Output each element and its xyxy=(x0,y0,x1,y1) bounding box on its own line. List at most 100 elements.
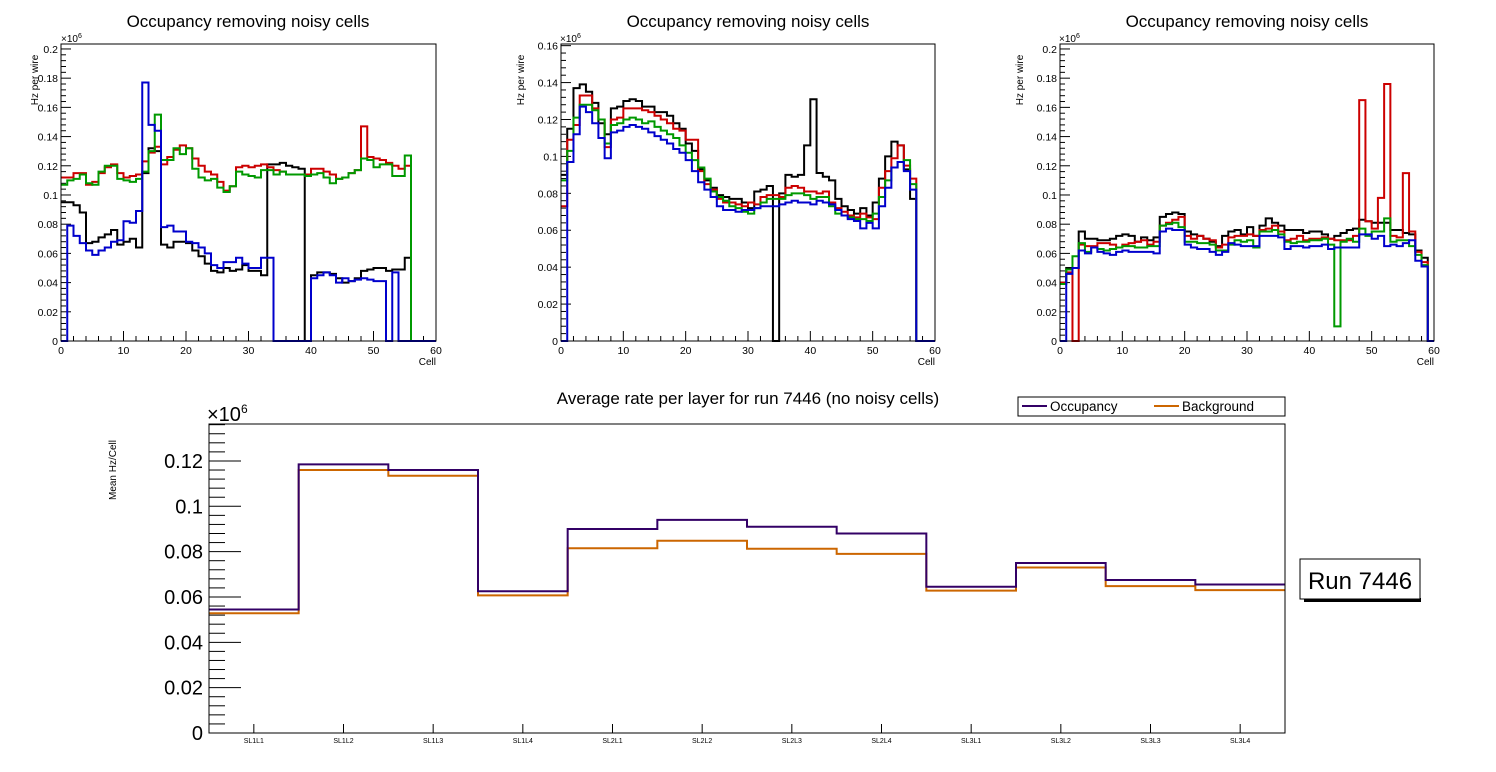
series-occupancy xyxy=(209,463,1285,611)
run-box-shadow-bar xyxy=(1304,598,1421,602)
x-axis-label: Cell xyxy=(1417,357,1434,368)
x-category-label: SL2L4 xyxy=(871,738,891,745)
x-tick-label: 0 xyxy=(58,345,64,357)
y-tick-label: 0.12 xyxy=(164,451,203,473)
y-tick-label: 0.14 xyxy=(538,78,559,90)
y-tick-label: 0.04 xyxy=(1037,278,1058,290)
panel-title: Occupancy removing noisy cells xyxy=(627,12,870,31)
y-tick-label: 0.1 xyxy=(175,496,203,518)
x-category-label: SL2L3 xyxy=(782,738,802,745)
y-axis-label: Hz per wire xyxy=(30,54,41,105)
y-tick-label: 0.04 xyxy=(164,632,203,654)
y-axis-label: Hz per wire xyxy=(516,54,527,105)
panel-bottom: Average rate per layer for run 7446 (no … xyxy=(108,389,1421,745)
plot-frame xyxy=(60,43,437,342)
y-tick-label: 0.1 xyxy=(543,151,558,163)
series-blue xyxy=(561,105,935,342)
x-tick-label: 50 xyxy=(368,345,380,357)
y-tick-label: 0.12 xyxy=(38,161,59,173)
x-category-label: SL3L1 xyxy=(961,738,981,745)
x-tick-label: 30 xyxy=(243,345,255,357)
y-tick-label: 0.02 xyxy=(538,299,559,311)
series-green xyxy=(61,113,436,342)
y-tick-label: 0.16 xyxy=(538,41,559,53)
y-tick-label: 0.1 xyxy=(1042,190,1057,202)
x-tick-label: 10 xyxy=(617,345,629,357)
x-tick-label: 20 xyxy=(180,345,192,357)
y-exponent: ×106 xyxy=(1059,33,1080,45)
x-tick-label: 30 xyxy=(1241,345,1253,357)
series-red xyxy=(561,94,935,342)
x-tick-label: 20 xyxy=(1179,345,1191,357)
y-exponent: ×106 xyxy=(560,33,581,45)
series-blue xyxy=(61,81,436,342)
panel-top-left: Occupancy removing noisy cells Hz per wi… xyxy=(30,12,442,368)
plot-frame xyxy=(208,423,1286,734)
x-axis-label: Cell xyxy=(419,357,436,368)
y-axis-label: Hz per wire xyxy=(1015,54,1026,105)
y-tick-label: 0.18 xyxy=(38,73,59,85)
x-category-label: SL1L2 xyxy=(333,738,353,745)
panel-top-right: Occupancy removing noisy cells Hz per wi… xyxy=(1015,12,1440,368)
x-category-label: SL1L1 xyxy=(244,738,264,745)
y-tick-label: 0.06 xyxy=(38,248,59,260)
x-tick-label: 40 xyxy=(804,345,816,357)
x-axis-label: Cell xyxy=(918,357,935,368)
legend-box xyxy=(1017,396,1286,417)
x-tick-label: 40 xyxy=(1303,345,1315,357)
series-red xyxy=(61,125,436,342)
y-tick-label: 0.18 xyxy=(1037,73,1058,85)
series-black xyxy=(61,147,436,342)
y-tick-label: 0.08 xyxy=(1037,219,1058,231)
x-tick-label: 60 xyxy=(929,345,941,357)
legend-label-occupancy: Occupancy xyxy=(1050,399,1118,414)
x-tick-label: 50 xyxy=(1366,345,1378,357)
run-label: Run 7446 xyxy=(1308,568,1412,595)
y-tick-label: 0 xyxy=(552,336,558,348)
y-tick-label: 0.08 xyxy=(38,219,59,231)
y-tick-label: 0.06 xyxy=(164,587,203,609)
x-category-label: SL1L4 xyxy=(513,738,533,745)
panel-title: Occupancy removing noisy cells xyxy=(127,12,370,31)
run-box xyxy=(1299,558,1421,600)
y-tick-label: 0 xyxy=(52,336,58,348)
y-tick-label: 0.02 xyxy=(38,307,59,319)
y-tick-label: 0.12 xyxy=(538,114,559,126)
y-tick-label: 0.1 xyxy=(43,190,58,202)
y-tick-label: 0.08 xyxy=(538,188,559,200)
x-category-label: SL3L3 xyxy=(1140,738,1160,745)
x-tick-label: 40 xyxy=(305,345,317,357)
plot-frame xyxy=(1059,43,1435,342)
y-tick-label: 0.04 xyxy=(38,278,59,290)
series-red xyxy=(1060,83,1434,342)
x-tick-label: 30 xyxy=(742,345,754,357)
panel-title: Occupancy removing noisy cells xyxy=(1126,12,1369,31)
y-tick-label: 0.2 xyxy=(43,44,58,56)
series-blue xyxy=(1060,227,1434,342)
x-tick-label: 60 xyxy=(430,345,442,357)
run-annotation: Run 7446 xyxy=(1299,558,1421,602)
x-tick-label: 10 xyxy=(1116,345,1128,357)
x-tick-label: 10 xyxy=(118,345,130,357)
x-category-label: SL2L2 xyxy=(692,738,712,745)
y-exponent: ×106 xyxy=(207,402,248,426)
x-tick-label: 0 xyxy=(558,345,564,357)
x-tick-label: 20 xyxy=(680,345,692,357)
y-tick-label: 0.14 xyxy=(38,132,59,144)
x-category-label: SL2L1 xyxy=(602,738,622,745)
x-tick-label: 60 xyxy=(1428,345,1440,357)
y-tick-label: 0.2 xyxy=(1042,44,1057,56)
y-tick-label: 0.02 xyxy=(164,678,203,700)
panel-top-middle: Occupancy removing noisy cells Hz per wi… xyxy=(516,12,941,368)
x-tick-label: 50 xyxy=(867,345,879,357)
y-tick-label: 0.16 xyxy=(38,102,59,114)
y-tick-label: 0.08 xyxy=(164,542,203,564)
legend-label-background: Background xyxy=(1182,399,1254,414)
y-tick-label: 0 xyxy=(192,723,203,745)
y-exponent: ×106 xyxy=(61,33,82,45)
y-tick-label: 0.16 xyxy=(1037,102,1058,114)
x-category-label: SL3L4 xyxy=(1230,738,1250,745)
y-axis-label: Mean Hz/Cell xyxy=(108,440,119,500)
y-tick-label: 0.14 xyxy=(1037,132,1058,144)
